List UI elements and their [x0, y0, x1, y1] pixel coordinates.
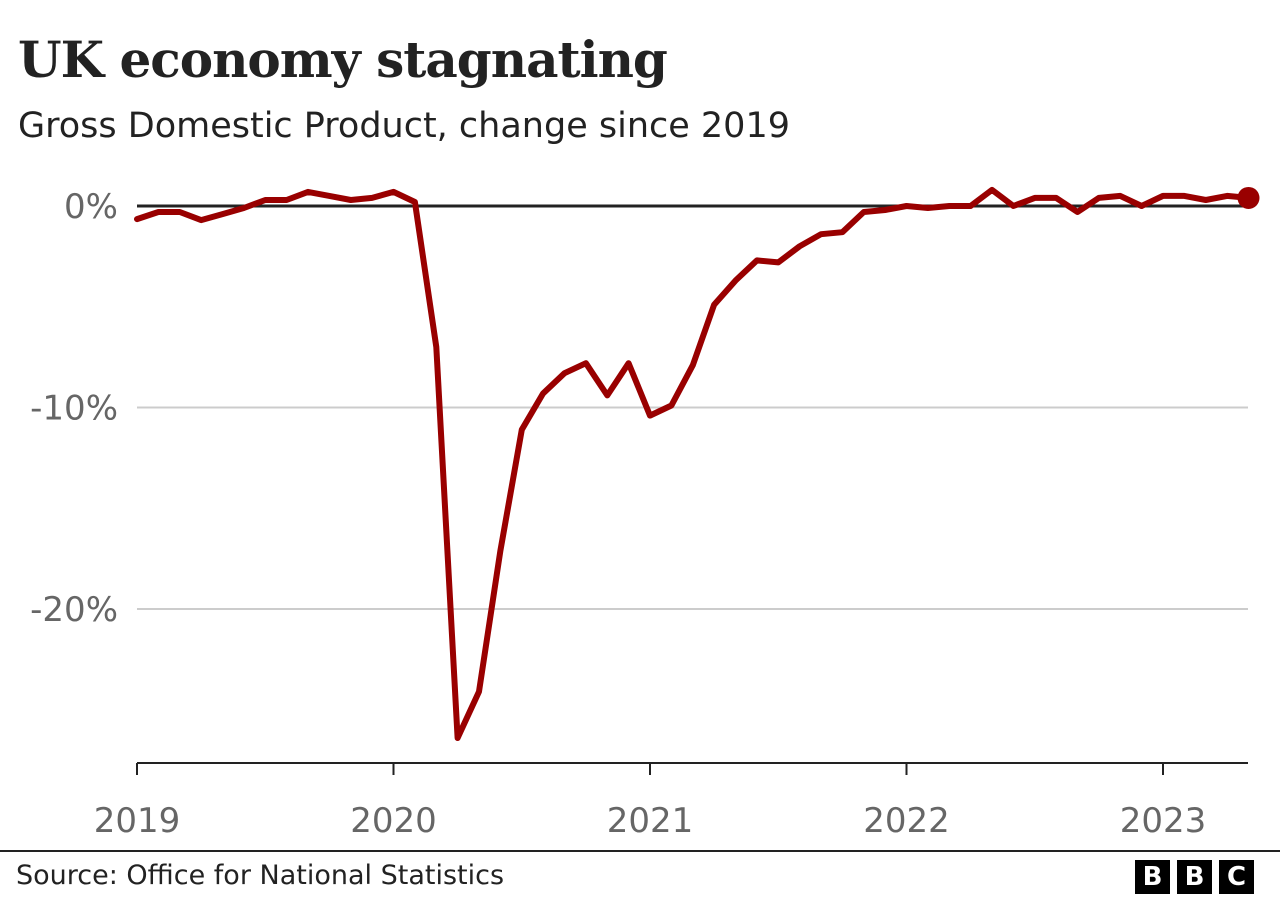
bbc-logo-letter: C	[1219, 860, 1254, 894]
bbc-logo-letter: B	[1177, 860, 1212, 894]
gdp-line	[134, 186, 1252, 741]
chart-title: UK economy stagnating	[18, 30, 668, 89]
x-tick-label: 2022	[863, 801, 950, 841]
chart-subtitle: Gross Domestic Product, change since 201…	[18, 106, 790, 146]
bbc-logo-letter: B	[1135, 860, 1170, 894]
bbc-logo: B B C	[1135, 860, 1254, 894]
line-chart: 0% -10% -20% 2019 2020 2021 2022 2023	[30, 186, 1260, 841]
source-note: Source: Office for National Statistics	[16, 860, 505, 891]
x-tick-label: 2021	[607, 801, 694, 841]
end-point-marker	[1237, 186, 1260, 209]
footer-divider	[0, 850, 1280, 852]
x-tick-label: 2023	[1120, 801, 1207, 841]
y-tick-label: -20%	[30, 590, 118, 630]
y-tick-label: -10%	[30, 389, 118, 429]
y-tick-label: 0%	[64, 187, 118, 227]
x-tick-label: 2020	[350, 801, 437, 841]
x-tick-label: 2019	[94, 801, 181, 841]
